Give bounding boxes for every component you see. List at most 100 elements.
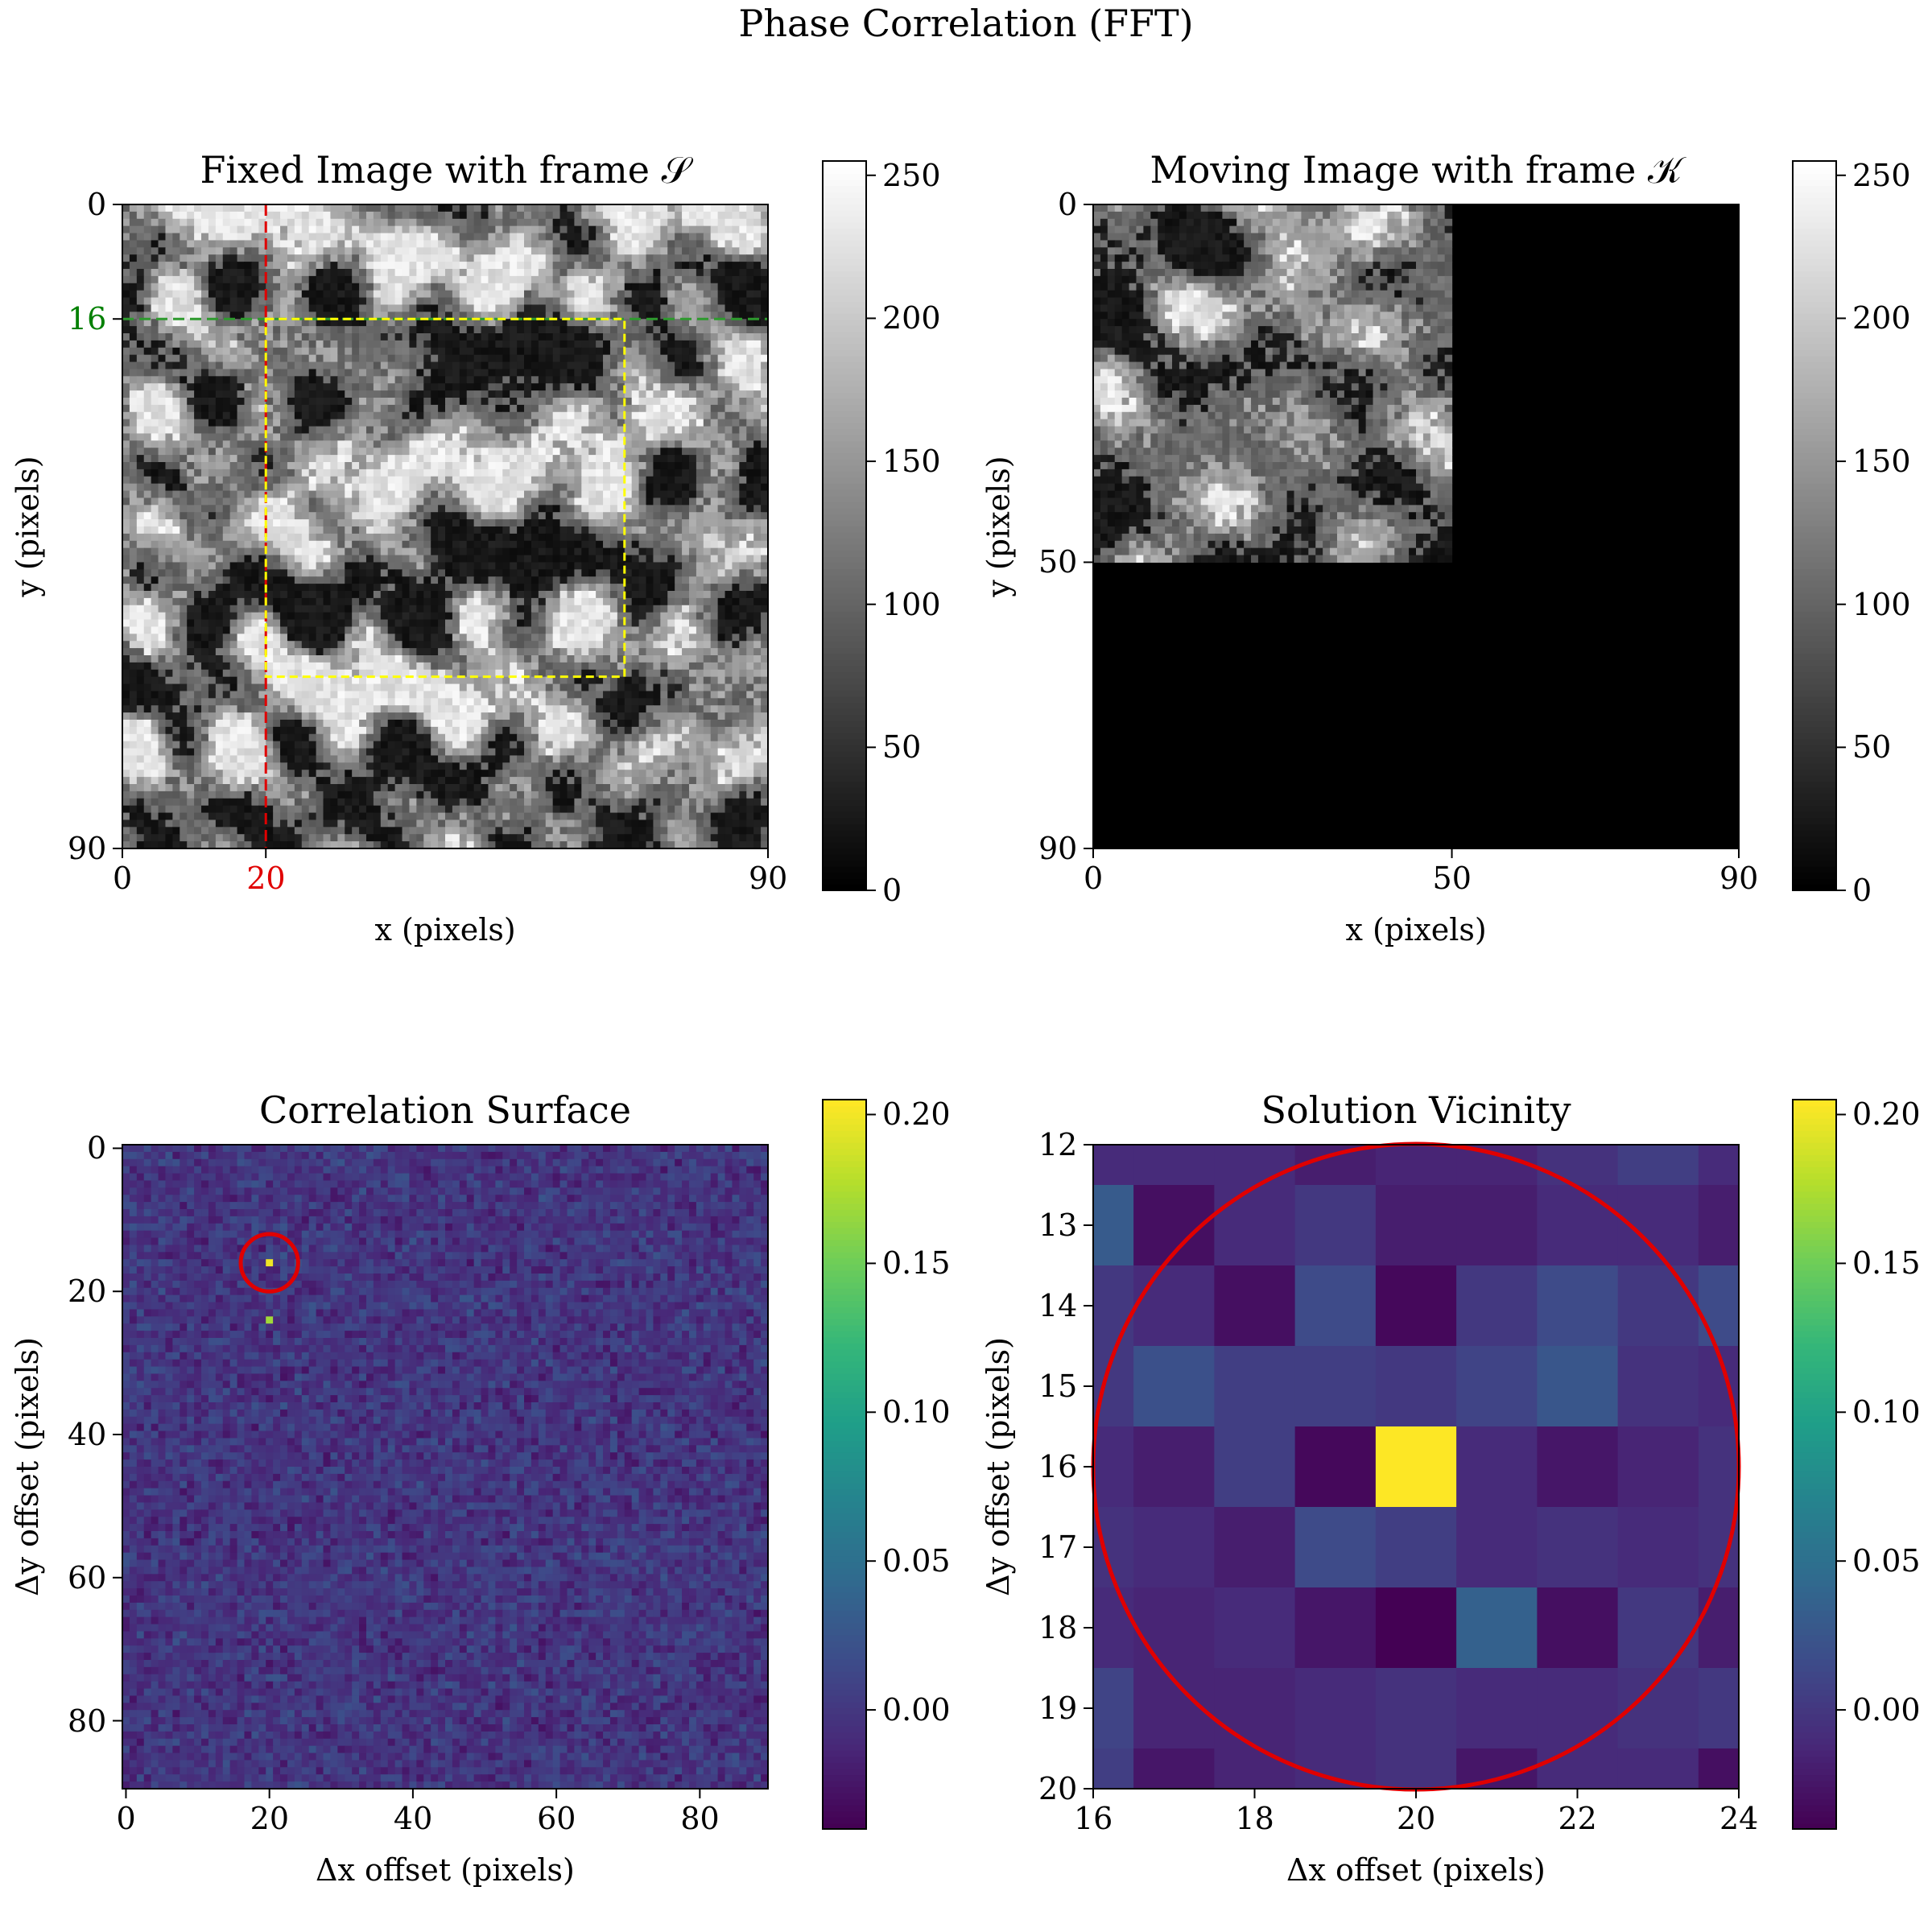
colorbar-band xyxy=(823,1130,866,1137)
colorbar-band xyxy=(1793,1124,1836,1131)
heatmap-cell xyxy=(1376,1587,1457,1669)
colorbar-band xyxy=(823,1744,866,1751)
heatmap-cell xyxy=(1537,1587,1618,1669)
colorbar-band xyxy=(1793,1647,1836,1654)
colorbar-band xyxy=(823,301,866,308)
colorbar-tick-label: 0.10 xyxy=(1852,1397,1921,1427)
colorbar-band xyxy=(823,1586,866,1593)
heatmap-cell xyxy=(1456,1346,1538,1427)
heatmap-cell xyxy=(1214,1265,1295,1347)
colorbar-band xyxy=(1793,1798,1836,1806)
colorbar-band xyxy=(823,216,866,223)
colorbar-band xyxy=(1793,1112,1836,1119)
colorbar-band xyxy=(823,781,866,788)
colorbar-band xyxy=(823,733,866,740)
x-tick-label: 90 xyxy=(749,863,787,894)
y-tick-label: 14 xyxy=(1038,1290,1077,1321)
colorbar-band xyxy=(823,246,866,254)
y-tick-label: 50 xyxy=(1038,547,1077,577)
colorbar-band xyxy=(1793,714,1836,721)
colorbar-band xyxy=(1793,678,1836,685)
colorbar-band xyxy=(1793,1379,1836,1386)
colorbar-band xyxy=(823,404,866,411)
colorbar-band xyxy=(1793,289,1836,296)
heatmap-cell xyxy=(1376,1346,1457,1427)
colorbar-tick-label: 250 xyxy=(1852,160,1911,191)
colorbar-band xyxy=(823,629,866,636)
colorbar-band xyxy=(1793,161,1836,168)
colorbar-tick-label: 0 xyxy=(1852,875,1872,906)
colorbar-band xyxy=(823,1756,866,1763)
colorbar-band xyxy=(1793,1264,1836,1271)
heatmap-cell xyxy=(1214,1587,1295,1669)
colorbar-band xyxy=(1793,477,1836,485)
colorbar-band xyxy=(1793,1166,1836,1174)
colorbar-band xyxy=(1793,1604,1836,1612)
colorbar-band xyxy=(1793,1707,1836,1715)
colorbar-band xyxy=(1793,1592,1836,1600)
colorbar-band xyxy=(1793,1495,1836,1502)
colorbar-band xyxy=(1793,356,1836,363)
heatmap-cell xyxy=(1214,1145,1295,1186)
colorbar-band xyxy=(1793,1543,1836,1550)
colorbar-band xyxy=(1793,745,1836,752)
y-axis-label: y (pixels) xyxy=(983,456,1013,597)
colorbar-tick-label: 100 xyxy=(882,589,941,620)
colorbar-band xyxy=(823,1671,866,1678)
colorbar-band xyxy=(823,167,866,175)
heatmap-cell xyxy=(1618,1507,1699,1588)
colorbar-band xyxy=(823,1574,866,1581)
colorbar-band xyxy=(1793,1507,1836,1514)
colorbar-band xyxy=(823,696,866,703)
colorbar-band xyxy=(1793,1228,1836,1235)
colorbar-band xyxy=(823,368,866,375)
colorbar-band xyxy=(1793,1440,1836,1447)
heatmap-cell xyxy=(1699,1668,1740,1749)
colorbar-tick-label: 0.10 xyxy=(882,1397,951,1427)
heatmap-cell xyxy=(1699,1145,1740,1186)
colorbar-band xyxy=(1793,556,1836,564)
colorbar-band xyxy=(1793,617,1836,624)
colorbar-band xyxy=(1793,1653,1836,1660)
x-tick-label: 0 xyxy=(116,1803,135,1834)
colorbar-band xyxy=(1793,368,1836,375)
colorbar-band xyxy=(1793,349,1836,357)
heatmap-cell xyxy=(1376,1507,1457,1588)
colorbar-band xyxy=(823,435,866,442)
colorbar-band xyxy=(1793,428,1836,436)
colorbar-band xyxy=(823,319,866,326)
colorbar-band xyxy=(1793,411,1836,418)
colorbar-band xyxy=(1793,1367,1836,1374)
colorbar-band xyxy=(1793,1410,1836,1417)
heatmap-cell xyxy=(1093,1668,1134,1749)
colorbar-band xyxy=(1793,654,1836,661)
heatmap-cell xyxy=(1295,1145,1377,1186)
colorbar-band xyxy=(1793,671,1836,679)
colorbar-band xyxy=(1793,1756,1836,1763)
colorbar-band xyxy=(1793,325,1836,332)
colorbar-band xyxy=(1793,1269,1836,1277)
colorbar-band xyxy=(1793,526,1836,533)
colorbar-band xyxy=(823,1385,866,1393)
colorbar-tick-label: 150 xyxy=(1852,446,1911,477)
colorbar-band xyxy=(1793,848,1836,855)
y-axis-label: Δy offset (pixels) xyxy=(983,1337,1013,1596)
colorbar-band xyxy=(1793,374,1836,381)
colorbar-tick-label: 200 xyxy=(1852,303,1911,333)
colorbar-band xyxy=(1793,1550,1836,1557)
colorbar-band xyxy=(823,374,866,381)
colorbar-band xyxy=(823,307,866,314)
colorbar-band xyxy=(823,361,866,369)
heatmap-cell xyxy=(1537,1507,1618,1588)
colorbar-band xyxy=(823,1367,866,1374)
colorbar-band xyxy=(1793,192,1836,199)
colorbar-band xyxy=(823,1701,866,1708)
colorbar-band xyxy=(1793,1683,1836,1690)
colorbar-band xyxy=(1793,1641,1836,1648)
y-tick-label: 0 xyxy=(1058,189,1077,220)
colorbar-band xyxy=(823,428,866,436)
colorbar-band xyxy=(823,1567,866,1575)
colorbar-band xyxy=(1793,319,1836,326)
colorbar-band xyxy=(823,173,866,180)
colorbar-band xyxy=(1793,1781,1836,1788)
